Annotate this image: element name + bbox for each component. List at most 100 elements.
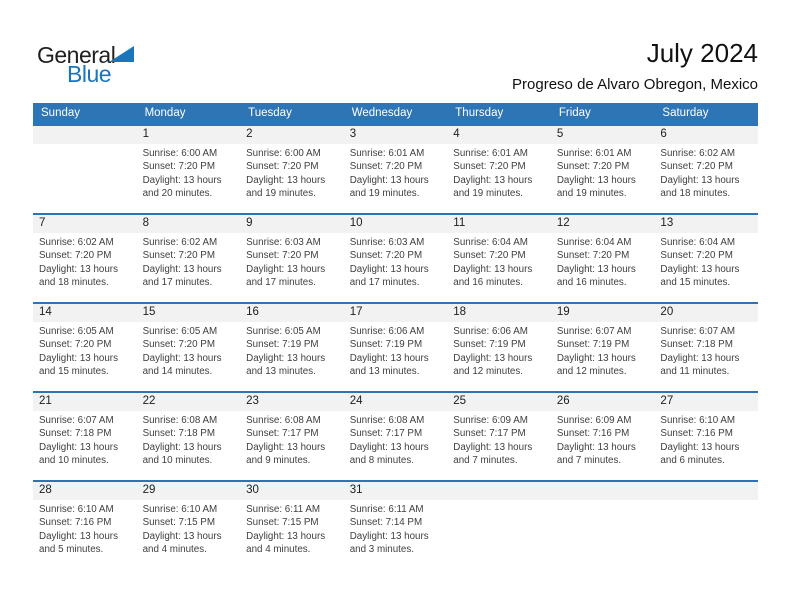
day-details: Sunrise: 6:03 AM Sunset: 7:20 PM Daylight:… bbox=[240, 233, 344, 290]
weekday-header-friday: Friday bbox=[558, 107, 591, 119]
day-detail-line-sunrise: Sunrise: 6:04 AM bbox=[453, 237, 528, 248]
day-detail-line-daylight1: Daylight: 13 hours bbox=[142, 530, 222, 542]
day-number: 12 bbox=[550, 215, 655, 233]
day-detail-line-sunrise: Sunrise: 6:03 AM bbox=[246, 237, 321, 248]
day-detail-line-sunrise: Sunrise: 6:09 AM bbox=[453, 415, 528, 426]
day-details: Sunrise: 6:02 AM Sunset: 7:20 PM Daylight:… bbox=[654, 144, 758, 201]
day-detail-line-sunset: Sunset: 7:15 PM bbox=[246, 517, 319, 529]
day-cell-26: 26 Sunrise: 6:09 AM Sunset: 7:16 PM Dayligh… bbox=[550, 393, 655, 480]
day-detail-line-daylight1: Daylight: 13 hours bbox=[349, 441, 429, 453]
day-cell-25: 25 Sunrise: 6:09 AM Sunset: 7:17 PM Dayligh… bbox=[447, 393, 551, 480]
day-number bbox=[33, 126, 137, 144]
day-details: Sunrise: 6:11 AM Sunset: 7:14 PM Daylight:… bbox=[344, 500, 448, 557]
day-detail-line-sunrise: Sunrise: 6:06 AM bbox=[349, 326, 425, 337]
day-detail-line-daylight2: and 12 minutes. bbox=[556, 366, 627, 378]
day-cell-13: 13 Sunrise: 6:04 AM Sunset: 7:20 PM Dayligh… bbox=[654, 215, 758, 302]
day-detail-line-sunrise: Sunrise: 6:10 AM bbox=[39, 504, 114, 515]
day-detail-line-daylight1: Daylight: 13 hours bbox=[660, 352, 740, 364]
day-detail-line-daylight1: Daylight: 13 hours bbox=[453, 352, 533, 364]
day-detail-line-daylight2: and 4 minutes. bbox=[246, 544, 311, 556]
day-detail-line-sunset: Sunset: 7:16 PM bbox=[660, 428, 733, 440]
day-number: 23 bbox=[240, 393, 344, 411]
day-detail-line-sunrise: Sunrise: 6:10 AM bbox=[142, 504, 218, 515]
day-detail-line-daylight2: and 7 minutes. bbox=[556, 455, 622, 467]
day-detail-line-daylight1: Daylight: 13 hours bbox=[453, 263, 533, 275]
day-cell-21: 21 Sunrise: 6:07 AM Sunset: 7:18 PM Dayligh… bbox=[33, 393, 137, 480]
day-detail-line-daylight2: and 19 minutes. bbox=[246, 188, 316, 200]
day-detail-line-sunrise: Sunrise: 6:05 AM bbox=[142, 326, 218, 337]
day-detail-line-daylight2: and 3 minutes. bbox=[349, 544, 414, 556]
day-detail-line-daylight1: Daylight: 13 hours bbox=[246, 263, 326, 275]
day-details: Sunrise: 6:07 AM Sunset: 7:18 PM Daylight:… bbox=[654, 322, 758, 379]
day-detail-line-sunset: Sunset: 7:19 PM bbox=[349, 339, 423, 351]
day-detail-line-sunset: Sunset: 7:20 PM bbox=[142, 250, 215, 262]
day-details: Sunrise: 6:01 AM Sunset: 7:20 PM Daylight:… bbox=[551, 144, 655, 201]
day-detail-line-sunrise: Sunrise: 6:08 AM bbox=[246, 415, 321, 426]
day-cell-4: 4 Sunrise: 6:01 AM Sunset: 7:20 PM Daylight… bbox=[447, 126, 551, 213]
day-detail-line-daylight2: and 7 minutes. bbox=[453, 455, 518, 467]
day-details: Sunrise: 6:02 AM Sunset: 7:20 PM Daylight:… bbox=[33, 233, 137, 290]
day-details: Sunrise: 6:01 AM Sunset: 7:20 PM Daylight:… bbox=[447, 144, 551, 201]
day-details: Sunrise: 6:04 AM Sunset: 7:20 PM Daylight:… bbox=[447, 233, 551, 290]
day-detail-line-daylight2: and 14 minutes. bbox=[142, 366, 213, 378]
day-detail-line-daylight1: Daylight: 13 hours bbox=[246, 174, 326, 186]
day-detail-line-sunset: Sunset: 7:20 PM bbox=[142, 161, 215, 173]
day-detail-line-sunset: Sunset: 7:20 PM bbox=[39, 339, 112, 351]
logo-word-general: General bbox=[37, 42, 116, 68]
week-row: 21 Sunrise: 6:07 AM Sunset: 7:18 PM Dayligh… bbox=[33, 391, 758, 480]
day-detail-line-daylight1: Daylight: 13 hours bbox=[660, 441, 740, 453]
day-cell-empty bbox=[33, 126, 137, 213]
day-cell-8: 8 Sunrise: 6:02 AM Sunset: 7:20 PM Daylight… bbox=[136, 215, 241, 302]
day-number: 14 bbox=[33, 304, 137, 322]
day-details: Sunrise: 6:04 AM Sunset: 7:20 PM Daylight:… bbox=[551, 233, 655, 290]
day-detail-line-daylight2: and 17 minutes. bbox=[349, 277, 420, 289]
day-details: Sunrise: 6:10 AM Sunset: 7:16 PM Daylight:… bbox=[33, 500, 137, 557]
day-detail-line-daylight1: Daylight: 13 hours bbox=[660, 263, 740, 275]
day-number: 4 bbox=[447, 126, 551, 144]
general-blue-logo: General Blue bbox=[37, 42, 157, 90]
day-number: 1 bbox=[136, 126, 241, 144]
day-cell-19: 19 Sunrise: 6:07 AM Sunset: 7:19 PM Dayligh… bbox=[550, 304, 655, 391]
day-detail-line-daylight1: Daylight: 13 hours bbox=[142, 174, 222, 186]
day-detail-line-daylight2: and 19 minutes. bbox=[556, 188, 627, 200]
day-number: 2 bbox=[240, 126, 344, 144]
day-detail-line-daylight1: Daylight: 13 hours bbox=[660, 174, 740, 186]
day-cell-3: 3 Sunrise: 6:01 AM Sunset: 7:20 PM Daylight… bbox=[343, 126, 448, 213]
day-number bbox=[654, 482, 758, 500]
weekday-header-wednesday: Wednesday bbox=[351, 107, 413, 119]
day-details: Sunrise: 6:01 AM Sunset: 7:20 PM Daylight:… bbox=[344, 144, 448, 201]
day-detail-line-sunset: Sunset: 7:17 PM bbox=[453, 428, 526, 440]
day-details: Sunrise: 6:11 AM Sunset: 7:15 PM Daylight:… bbox=[240, 500, 344, 557]
day-detail-line-sunset: Sunset: 7:20 PM bbox=[660, 250, 733, 262]
logo-triangle-icon bbox=[109, 46, 134, 62]
weekday-header-saturday: Saturday bbox=[662, 107, 709, 119]
day-number bbox=[550, 482, 655, 500]
page-title: July 2024 bbox=[646, 38, 758, 68]
day-details: Sunrise: 6:05 AM Sunset: 7:19 PM Daylight:… bbox=[240, 322, 344, 379]
day-detail-line-daylight1: Daylight: 13 hours bbox=[349, 174, 429, 186]
day-number: 21 bbox=[33, 393, 137, 411]
day-detail-line-sunset: Sunset: 7:19 PM bbox=[453, 339, 526, 351]
day-detail-line-sunset: Sunset: 7:20 PM bbox=[142, 339, 215, 351]
day-detail-line-daylight1: Daylight: 13 hours bbox=[556, 352, 636, 364]
day-details: Sunrise: 6:03 AM Sunset: 7:20 PM Daylight:… bbox=[344, 233, 448, 290]
day-detail-line-sunrise: Sunrise: 6:08 AM bbox=[142, 415, 218, 426]
day-detail-line-sunrise: Sunrise: 6:03 AM bbox=[349, 237, 425, 248]
day-cell-29: 29 Sunrise: 6:10 AM Sunset: 7:15 PM Dayligh… bbox=[136, 482, 241, 569]
calendar-body: 1 Sunrise: 6:00 AM Sunset: 7:20 PM Daylight… bbox=[33, 124, 758, 569]
day-detail-line-sunset: Sunset: 7:15 PM bbox=[142, 517, 215, 529]
day-details bbox=[551, 500, 655, 503]
day-number bbox=[447, 482, 551, 500]
day-detail-line-sunrise: Sunrise: 6:04 AM bbox=[660, 237, 736, 248]
day-detail-line-daylight1: Daylight: 13 hours bbox=[142, 352, 222, 364]
day-cell-30: 30 Sunrise: 6:11 AM Sunset: 7:15 PM Dayligh… bbox=[240, 482, 344, 569]
weekday-header-sunday: Sunday bbox=[41, 107, 81, 119]
day-detail-line-sunrise: Sunrise: 6:02 AM bbox=[660, 148, 736, 159]
day-detail-line-daylight1: Daylight: 13 hours bbox=[556, 174, 636, 186]
day-detail-line-daylight1: Daylight: 13 hours bbox=[246, 352, 326, 364]
day-number: 3 bbox=[343, 126, 448, 144]
calendar-table: Sunday Monday Tuesday Wednesday Thursday… bbox=[33, 103, 758, 569]
day-details: Sunrise: 6:07 AM Sunset: 7:18 PM Daylight:… bbox=[33, 411, 137, 468]
day-number: 28 bbox=[33, 482, 137, 500]
day-detail-line-daylight2: and 15 minutes. bbox=[660, 277, 731, 289]
